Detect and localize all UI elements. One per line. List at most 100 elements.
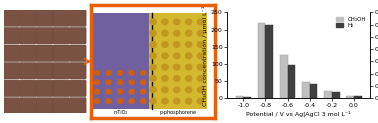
Circle shape (174, 53, 180, 59)
Bar (346, 96, 354, 98)
Circle shape (186, 87, 192, 93)
Circle shape (150, 87, 156, 93)
Bar (258, 23, 265, 98)
FancyBboxPatch shape (36, 45, 53, 62)
FancyBboxPatch shape (20, 80, 36, 97)
FancyBboxPatch shape (3, 62, 20, 79)
Circle shape (94, 99, 99, 103)
Bar (243, 97, 251, 98)
Circle shape (186, 53, 192, 59)
FancyBboxPatch shape (20, 98, 36, 114)
Bar (288, 65, 295, 98)
Circle shape (197, 30, 204, 36)
Circle shape (186, 98, 192, 104)
Bar (280, 55, 288, 98)
Bar (235, 96, 243, 98)
Circle shape (174, 98, 180, 104)
FancyBboxPatch shape (53, 45, 70, 62)
FancyBboxPatch shape (20, 27, 36, 44)
X-axis label: Potential / V vs Ag|AgCl 3 mol L⁻¹: Potential / V vs Ag|AgCl 3 mol L⁻¹ (246, 110, 351, 117)
Circle shape (186, 64, 192, 70)
Circle shape (118, 89, 122, 94)
FancyBboxPatch shape (70, 62, 86, 79)
Circle shape (174, 30, 180, 36)
FancyBboxPatch shape (36, 27, 53, 44)
FancyBboxPatch shape (70, 98, 86, 114)
Bar (265, 25, 273, 98)
Circle shape (141, 99, 146, 103)
Text: n-TiO₂: n-TiO₂ (113, 110, 128, 115)
Circle shape (162, 19, 168, 25)
Circle shape (162, 98, 168, 104)
FancyBboxPatch shape (70, 27, 86, 44)
FancyBboxPatch shape (3, 10, 20, 26)
Circle shape (162, 87, 168, 93)
Circle shape (129, 80, 134, 85)
Circle shape (129, 89, 134, 94)
Circle shape (106, 99, 111, 103)
Circle shape (162, 76, 168, 81)
Circle shape (94, 71, 99, 75)
FancyBboxPatch shape (53, 80, 70, 97)
FancyBboxPatch shape (70, 45, 86, 62)
FancyBboxPatch shape (3, 45, 20, 62)
Circle shape (106, 80, 111, 85)
FancyBboxPatch shape (20, 62, 36, 79)
FancyBboxPatch shape (36, 98, 53, 114)
Circle shape (186, 76, 192, 81)
Bar (310, 84, 318, 98)
Legend: CH₃OH, H₂: CH₃OH, H₂ (335, 15, 368, 29)
Circle shape (141, 89, 146, 94)
FancyBboxPatch shape (3, 98, 20, 114)
FancyBboxPatch shape (53, 98, 70, 114)
Circle shape (118, 99, 122, 103)
FancyBboxPatch shape (53, 10, 70, 26)
Circle shape (118, 71, 122, 75)
Circle shape (197, 76, 204, 81)
Circle shape (186, 30, 192, 36)
Circle shape (141, 71, 146, 75)
Circle shape (197, 53, 204, 59)
Circle shape (197, 42, 204, 47)
FancyBboxPatch shape (36, 80, 53, 97)
Circle shape (150, 30, 156, 36)
Circle shape (162, 53, 168, 59)
FancyBboxPatch shape (3, 27, 20, 44)
FancyBboxPatch shape (36, 10, 53, 26)
FancyBboxPatch shape (70, 80, 86, 97)
Circle shape (106, 71, 111, 75)
Y-axis label: CH₃OH concentration / μmol L⁻¹: CH₃OH concentration / μmol L⁻¹ (202, 5, 208, 106)
Circle shape (186, 19, 192, 25)
Bar (149, 13, 207, 109)
Circle shape (197, 87, 204, 93)
Circle shape (162, 42, 168, 47)
Circle shape (162, 64, 168, 70)
Bar (93, 13, 149, 109)
Circle shape (150, 98, 156, 104)
Circle shape (94, 80, 99, 85)
Bar (302, 82, 310, 98)
FancyBboxPatch shape (70, 10, 86, 26)
Circle shape (174, 42, 180, 47)
Circle shape (197, 98, 204, 104)
Circle shape (106, 89, 111, 94)
FancyBboxPatch shape (3, 80, 20, 97)
FancyBboxPatch shape (53, 62, 70, 79)
Circle shape (150, 64, 156, 70)
Circle shape (174, 64, 180, 70)
Circle shape (118, 80, 122, 85)
Circle shape (129, 99, 134, 103)
FancyBboxPatch shape (20, 10, 36, 26)
Circle shape (174, 87, 180, 93)
Circle shape (150, 19, 156, 25)
FancyBboxPatch shape (53, 27, 70, 44)
Circle shape (94, 89, 99, 94)
Circle shape (162, 30, 168, 36)
Circle shape (150, 42, 156, 47)
Bar (332, 92, 339, 98)
Circle shape (197, 64, 204, 70)
Circle shape (129, 71, 134, 75)
Bar (324, 91, 332, 98)
Circle shape (174, 19, 180, 25)
Circle shape (174, 76, 180, 81)
